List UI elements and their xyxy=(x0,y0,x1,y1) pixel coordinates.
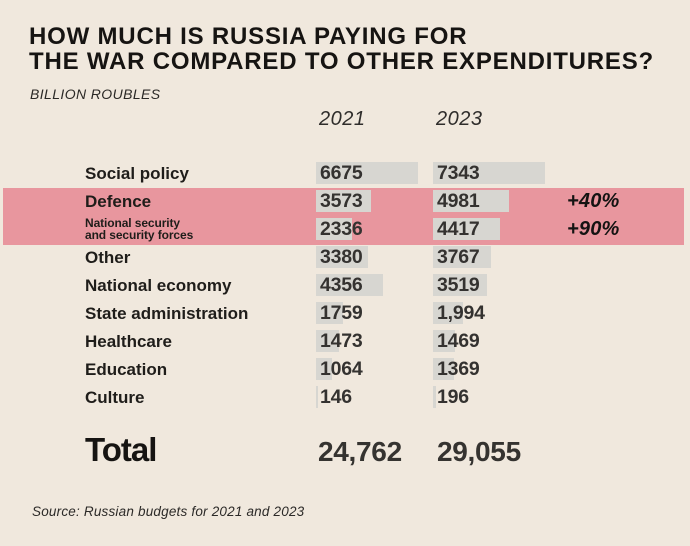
value-2023: 1469 xyxy=(437,330,480,352)
value-2021: 1759 xyxy=(320,302,363,324)
row-label-line1: Social policy xyxy=(85,163,189,183)
row-label: Healthcare xyxy=(85,327,172,355)
bar-cell-2023: 3519 xyxy=(433,274,487,296)
value-2023: 4417 xyxy=(437,218,480,240)
bar-2021 xyxy=(316,218,352,240)
total-value-2021: 24,762 xyxy=(318,436,402,467)
percent-change: +90% xyxy=(567,218,620,240)
bar-cell-2021: 3380 xyxy=(316,246,368,268)
column-header-2023: 2023 xyxy=(436,108,483,130)
bar-cell-2021: 1064 xyxy=(316,358,363,380)
row-label: National security and security forces xyxy=(85,215,193,243)
bar-2021 xyxy=(316,330,339,352)
value-2021: 3573 xyxy=(320,190,363,212)
row-label-line1: Defence xyxy=(85,191,152,211)
bar-cell-2021: 4356 xyxy=(316,274,383,296)
row-label: Social policy xyxy=(85,159,189,187)
bar-2021 xyxy=(316,358,332,380)
value-2023: 3767 xyxy=(437,246,480,268)
row-label: Other xyxy=(85,243,130,271)
bar-cell-2021: 1759 xyxy=(316,302,363,324)
value-2023: 4981 xyxy=(437,190,480,212)
value-2021: 146 xyxy=(320,386,352,408)
bar-2023 xyxy=(433,386,436,408)
row-label: Culture xyxy=(85,383,145,411)
table-row: Healthcare 1473 1469 xyxy=(0,327,690,355)
row-label: National economy xyxy=(85,271,231,299)
value-2023: 3519 xyxy=(437,274,480,296)
bar-cell-2021: 146 xyxy=(316,386,352,408)
bar-2023 xyxy=(433,274,487,296)
value-2023: 196 xyxy=(437,386,469,408)
table-row: Education 1064 1369 xyxy=(0,355,690,383)
table-row: State administration 1759 1,994 xyxy=(0,299,690,327)
bar-2021 xyxy=(316,274,383,296)
value-2021: 6675 xyxy=(320,162,363,184)
bar-2021 xyxy=(316,386,318,408)
row-label-line1: National security xyxy=(85,216,180,230)
budget-rows: Social policy 6675 7343 Defence 3573 498… xyxy=(0,159,690,411)
row-label: Defence xyxy=(85,187,151,215)
page-title: HOW MUCH IS RUSSIA PAYING FOR THE WAR COM… xyxy=(29,24,654,74)
unit-label: BILLION ROUBLES xyxy=(30,86,161,102)
bar-cell-2023: 196 xyxy=(433,386,469,408)
page-title-line2: THE WAR COMPARED TO OTHER EXPENDITURES? xyxy=(29,48,655,75)
value-2021: 1473 xyxy=(320,330,363,352)
bar-cell-2021: 2336 xyxy=(316,218,363,240)
value-2021: 4356 xyxy=(320,274,363,296)
row-label-line1: National economy xyxy=(85,275,232,295)
total-value-2023: 29,055 xyxy=(437,436,521,467)
value-2021: 1064 xyxy=(320,358,363,380)
total-label: Total xyxy=(85,431,157,468)
bar-2021 xyxy=(316,190,371,212)
row-label-line1: Healthcare xyxy=(85,331,172,351)
row-label-line1: State administration xyxy=(85,303,249,323)
bar-2023 xyxy=(433,302,463,324)
percent-change: +40% xyxy=(567,190,620,212)
bar-2023 xyxy=(433,330,455,352)
value-2021: 2336 xyxy=(320,218,363,240)
bar-cell-2023: 3767 xyxy=(433,246,491,268)
bar-2021 xyxy=(316,246,368,268)
bar-cell-2023: 4981 xyxy=(433,190,509,212)
bar-cell-2023: 1369 xyxy=(433,358,480,380)
bar-cell-2021: 6675 xyxy=(316,162,418,184)
bar-cell-2023: 4417 xyxy=(433,218,500,240)
row-label-line1: Culture xyxy=(85,387,145,407)
bar-2021 xyxy=(316,162,418,184)
bar-2023 xyxy=(433,162,545,184)
bar-2023 xyxy=(433,218,500,240)
bar-cell-2023: 1,994 xyxy=(433,302,485,324)
value-2023: 1369 xyxy=(437,358,480,380)
value-2021: 3380 xyxy=(320,246,363,268)
bar-2023 xyxy=(433,190,509,212)
table-row: Defence 3573 4981 +40% xyxy=(0,187,690,215)
bar-cell-2023: 1469 xyxy=(433,330,480,352)
source-note: Source: Russian budgets for 2021 and 202… xyxy=(32,504,305,519)
value-2023: 1,994 xyxy=(437,302,485,324)
page-title-line1: HOW MUCH IS RUSSIA PAYING FOR xyxy=(29,23,468,50)
row-label: Education xyxy=(85,355,167,383)
table-row: Culture 146 196 xyxy=(0,383,690,411)
bar-cell-2021: 3573 xyxy=(316,190,371,212)
table-row: Other 3380 3767 xyxy=(0,243,690,271)
row-label-line2: and security forces xyxy=(85,228,194,242)
table-row: Social policy 6675 7343 xyxy=(0,159,690,187)
bar-2023 xyxy=(433,246,491,268)
table-row: National economy 4356 3519 xyxy=(0,271,690,299)
bar-cell-2021: 1473 xyxy=(316,330,363,352)
bar-cell-2023: 7343 xyxy=(433,162,545,184)
value-2023: 7343 xyxy=(437,162,480,184)
table-row: National security and security forces 233… xyxy=(0,215,690,243)
row-label: State administration xyxy=(85,299,248,327)
bar-2021 xyxy=(316,302,343,324)
row-label-line1: Education xyxy=(85,359,168,379)
row-label-line1: Other xyxy=(85,247,131,267)
column-header-2021: 2021 xyxy=(319,108,366,130)
bar-2023 xyxy=(433,358,454,380)
